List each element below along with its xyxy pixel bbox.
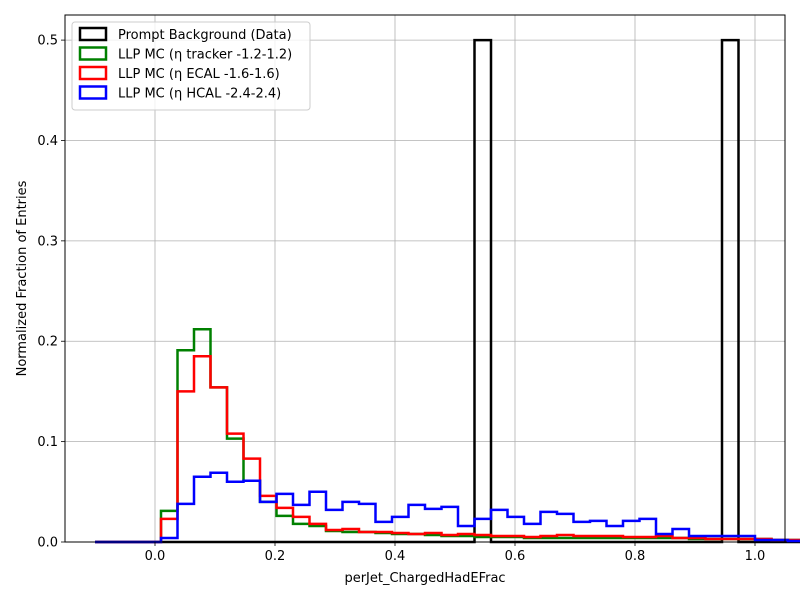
legend-label: LLP MC (η ECAL -1.6-1.6) bbox=[118, 67, 280, 82]
x-tick-label: 0.4 bbox=[385, 549, 406, 564]
y-tick-label: 0.5 bbox=[37, 34, 58, 49]
x-tick-label: 0.8 bbox=[625, 549, 646, 564]
legend: Prompt Background (Data) LLP MC (η tracke… bbox=[71, 21, 311, 111]
legend-swatch bbox=[78, 46, 108, 61]
grid-lines bbox=[65, 15, 785, 543]
y-tick-label: 0.3 bbox=[37, 234, 58, 249]
plot-frame bbox=[64, 14, 786, 543]
legend-label: LLP MC (η HCAL -2.4-2.4) bbox=[118, 87, 281, 102]
y-tick-label: 0.4 bbox=[37, 134, 58, 149]
series-2-step bbox=[95, 355, 800, 544]
x-tick-label: 1.0 bbox=[745, 549, 766, 564]
y-tick-label: 0.1 bbox=[37, 435, 58, 450]
x-tick-label: 0.2 bbox=[265, 549, 286, 564]
legend-label: LLP MC (η tracker -1.2-1.2) bbox=[118, 48, 292, 63]
axis-ticks: 0.0 0.2 0.4 0.6 0.8 1.0 0.0 0.1 0.2 0.3 0.4 0.5 bbox=[37, 34, 765, 564]
legend-label: Prompt Background (Data) bbox=[118, 28, 292, 43]
x-axis-label: perJet_ChargedHadEFrac bbox=[344, 571, 505, 586]
y-tick-label: 0.0 bbox=[37, 536, 58, 551]
legend-box bbox=[71, 21, 311, 111]
x-tick-label: 0.6 bbox=[505, 549, 526, 564]
y-axis-label: Normalized Fraction of Entries bbox=[15, 180, 30, 376]
x-tick-label: 0.0 bbox=[145, 549, 166, 564]
series-3-step bbox=[95, 471, 800, 544]
legend-swatch bbox=[78, 26, 108, 42]
legend-swatch bbox=[78, 65, 108, 81]
legend-swatch bbox=[78, 85, 108, 100]
y-tick-label: 0.2 bbox=[37, 335, 58, 350]
